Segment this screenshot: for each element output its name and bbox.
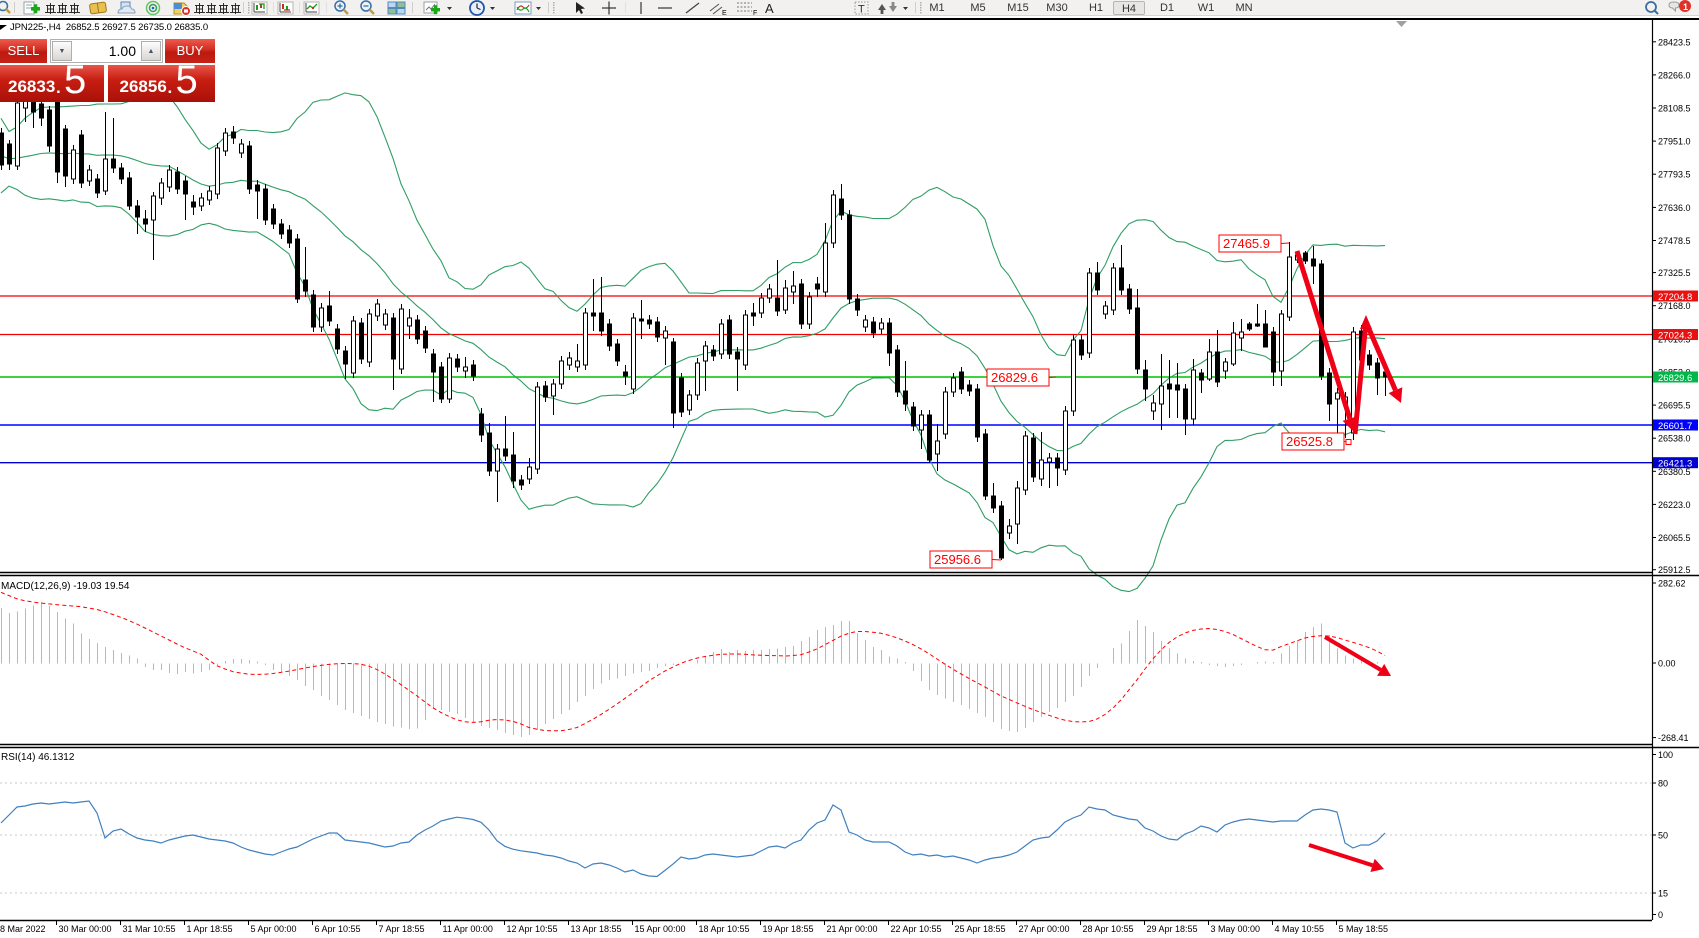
svg-text:26380.5: 26380.5 <box>1658 467 1691 477</box>
svg-text:22 Apr 10:55: 22 Apr 10:55 <box>891 924 942 934</box>
svg-text:21 Apr 00:00: 21 Apr 00:00 <box>827 924 878 934</box>
svg-text:25956.6: 25956.6 <box>934 552 981 567</box>
svg-text:50: 50 <box>1658 831 1668 841</box>
svg-text:27793.5: 27793.5 <box>1658 170 1691 180</box>
svg-text:11 Apr 00:00: 11 Apr 00:00 <box>443 924 493 934</box>
svg-text:26421.3: 26421.3 <box>1658 459 1692 470</box>
svg-text:25912.5: 25912.5 <box>1658 565 1691 575</box>
svg-text:1 Apr 18:55: 1 Apr 18:55 <box>187 924 233 934</box>
svg-text:30 Mar 00:00: 30 Mar 00:00 <box>59 924 112 934</box>
svg-text:0.00: 0.00 <box>1658 659 1676 669</box>
svg-text:T: T <box>858 4 865 16</box>
svg-text:26601.7: 26601.7 <box>1658 421 1692 432</box>
svg-text:26065.5: 26065.5 <box>1658 533 1691 543</box>
svg-text:15 Apr 00:00: 15 Apr 00:00 <box>635 924 686 934</box>
svg-text:26525.8: 26525.8 <box>1286 434 1333 449</box>
svg-text:E: E <box>722 10 727 17</box>
svg-text:27478.5: 27478.5 <box>1658 236 1691 246</box>
svg-text:26829.6: 26829.6 <box>1658 373 1692 384</box>
svg-text:0: 0 <box>1658 910 1663 920</box>
svg-text:31 Mar 10:55: 31 Mar 10:55 <box>123 924 176 934</box>
svg-text:1: 1 <box>1683 2 1688 12</box>
svg-text:28 Apr 10:55: 28 Apr 10:55 <box>1083 924 1134 934</box>
svg-text:27951.0: 27951.0 <box>1658 137 1691 147</box>
svg-text:26695.5: 26695.5 <box>1658 401 1691 411</box>
svg-text:25 Apr 18:55: 25 Apr 18:55 <box>955 924 1006 934</box>
svg-text:27325.5: 27325.5 <box>1658 268 1691 278</box>
svg-text:27636.0: 27636.0 <box>1658 203 1691 213</box>
svg-text:27465.9: 27465.9 <box>1223 236 1270 251</box>
svg-text:6 Apr 10:55: 6 Apr 10:55 <box>315 924 361 934</box>
svg-text:F: F <box>753 10 757 17</box>
svg-text:5 May 18:55: 5 May 18:55 <box>1339 924 1389 934</box>
svg-text:29 Apr 18:55: 29 Apr 18:55 <box>1147 924 1198 934</box>
svg-text:27168.0: 27168.0 <box>1658 301 1691 311</box>
svg-text:27 Apr 00:00: 27 Apr 00:00 <box>1019 924 1070 934</box>
svg-text:27204.8: 27204.8 <box>1658 292 1692 303</box>
svg-text:19 Apr 18:55: 19 Apr 18:55 <box>763 924 814 934</box>
svg-text:28266.0: 28266.0 <box>1658 70 1691 80</box>
svg-text:-268.41: -268.41 <box>1658 733 1689 743</box>
svg-text:80: 80 <box>1658 779 1668 789</box>
svg-text:26538.0: 26538.0 <box>1658 434 1691 444</box>
svg-text:8 Mar 2022: 8 Mar 2022 <box>0 924 46 934</box>
svg-text:15: 15 <box>1658 889 1668 899</box>
svg-text:3 May 00:00: 3 May 00:00 <box>1211 924 1261 934</box>
svg-text:4 May 10:55: 4 May 10:55 <box>1275 924 1325 934</box>
svg-text:27024.3: 27024.3 <box>1658 330 1692 341</box>
svg-text:12 Apr 10:55: 12 Apr 10:55 <box>507 924 558 934</box>
svg-text:28423.5: 28423.5 <box>1658 37 1691 47</box>
svg-text:A: A <box>765 1 774 16</box>
svg-text:26829.6: 26829.6 <box>991 370 1038 385</box>
svg-text:7 Apr 18:55: 7 Apr 18:55 <box>379 924 425 934</box>
svg-text:28108.5: 28108.5 <box>1658 104 1691 114</box>
svg-text:13 Apr 18:55: 13 Apr 18:55 <box>571 924 622 934</box>
svg-text:100: 100 <box>1658 750 1673 760</box>
svg-text:282.62: 282.62 <box>1658 579 1686 589</box>
svg-text:RSI(14) 46.1312: RSI(14) 46.1312 <box>1 752 75 763</box>
svg-text:5 Apr 00:00: 5 Apr 00:00 <box>251 924 297 934</box>
svg-text:18 Apr 10:55: 18 Apr 10:55 <box>699 924 750 934</box>
svg-text:MACD(12,26,9) -19.03 19.54: MACD(12,26,9) -19.03 19.54 <box>1 581 130 592</box>
svg-text:26223.0: 26223.0 <box>1658 500 1691 510</box>
